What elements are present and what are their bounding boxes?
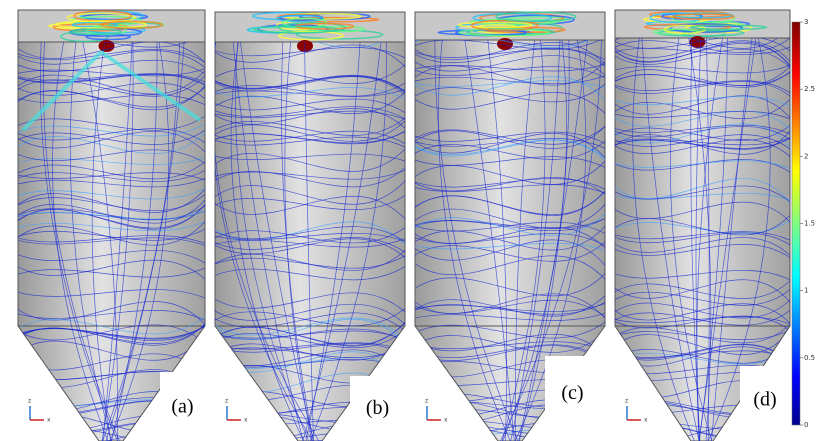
colorbar-tick-label: 0.5 xyxy=(804,354,815,362)
axis-x-label: x xyxy=(47,417,51,424)
colorbar-tick-label: 1 xyxy=(804,287,808,295)
axis-x-label: x xyxy=(244,417,248,424)
colorbar xyxy=(792,22,800,425)
panel-label: (a) xyxy=(171,396,193,418)
colorbar-tick-label: 3 xyxy=(804,18,808,26)
figure: z x (a) z x (b) z x (c) z x (d) 0 0.5 1 1.5 2 2.5 3 xyxy=(0,0,818,441)
axis-z-label: z xyxy=(625,398,628,405)
axis-z-label: z xyxy=(225,398,228,405)
panel-label: (b) xyxy=(366,397,389,419)
inlet-jet xyxy=(99,40,115,52)
axis-x-label: x xyxy=(644,417,648,424)
silo-panel: z x (a) xyxy=(13,10,210,441)
colorbar-tick-label: 1.5 xyxy=(804,220,815,228)
axis-z-label: z xyxy=(425,398,428,405)
silo-panel: z x (d) xyxy=(610,10,795,441)
colorbar-tick-label: 0 xyxy=(804,421,808,429)
axis-z-label: z xyxy=(28,398,31,405)
colorbar-tick-label: 2.5 xyxy=(804,85,815,93)
panel-label: (c) xyxy=(561,382,583,404)
panel-label: (d) xyxy=(753,388,776,410)
axis-x-label: x xyxy=(444,417,448,424)
colorbar-tick-label: 2 xyxy=(804,152,808,160)
silo-panel: z x (c) xyxy=(410,12,610,441)
silo-panel: z x (b) xyxy=(210,12,410,441)
